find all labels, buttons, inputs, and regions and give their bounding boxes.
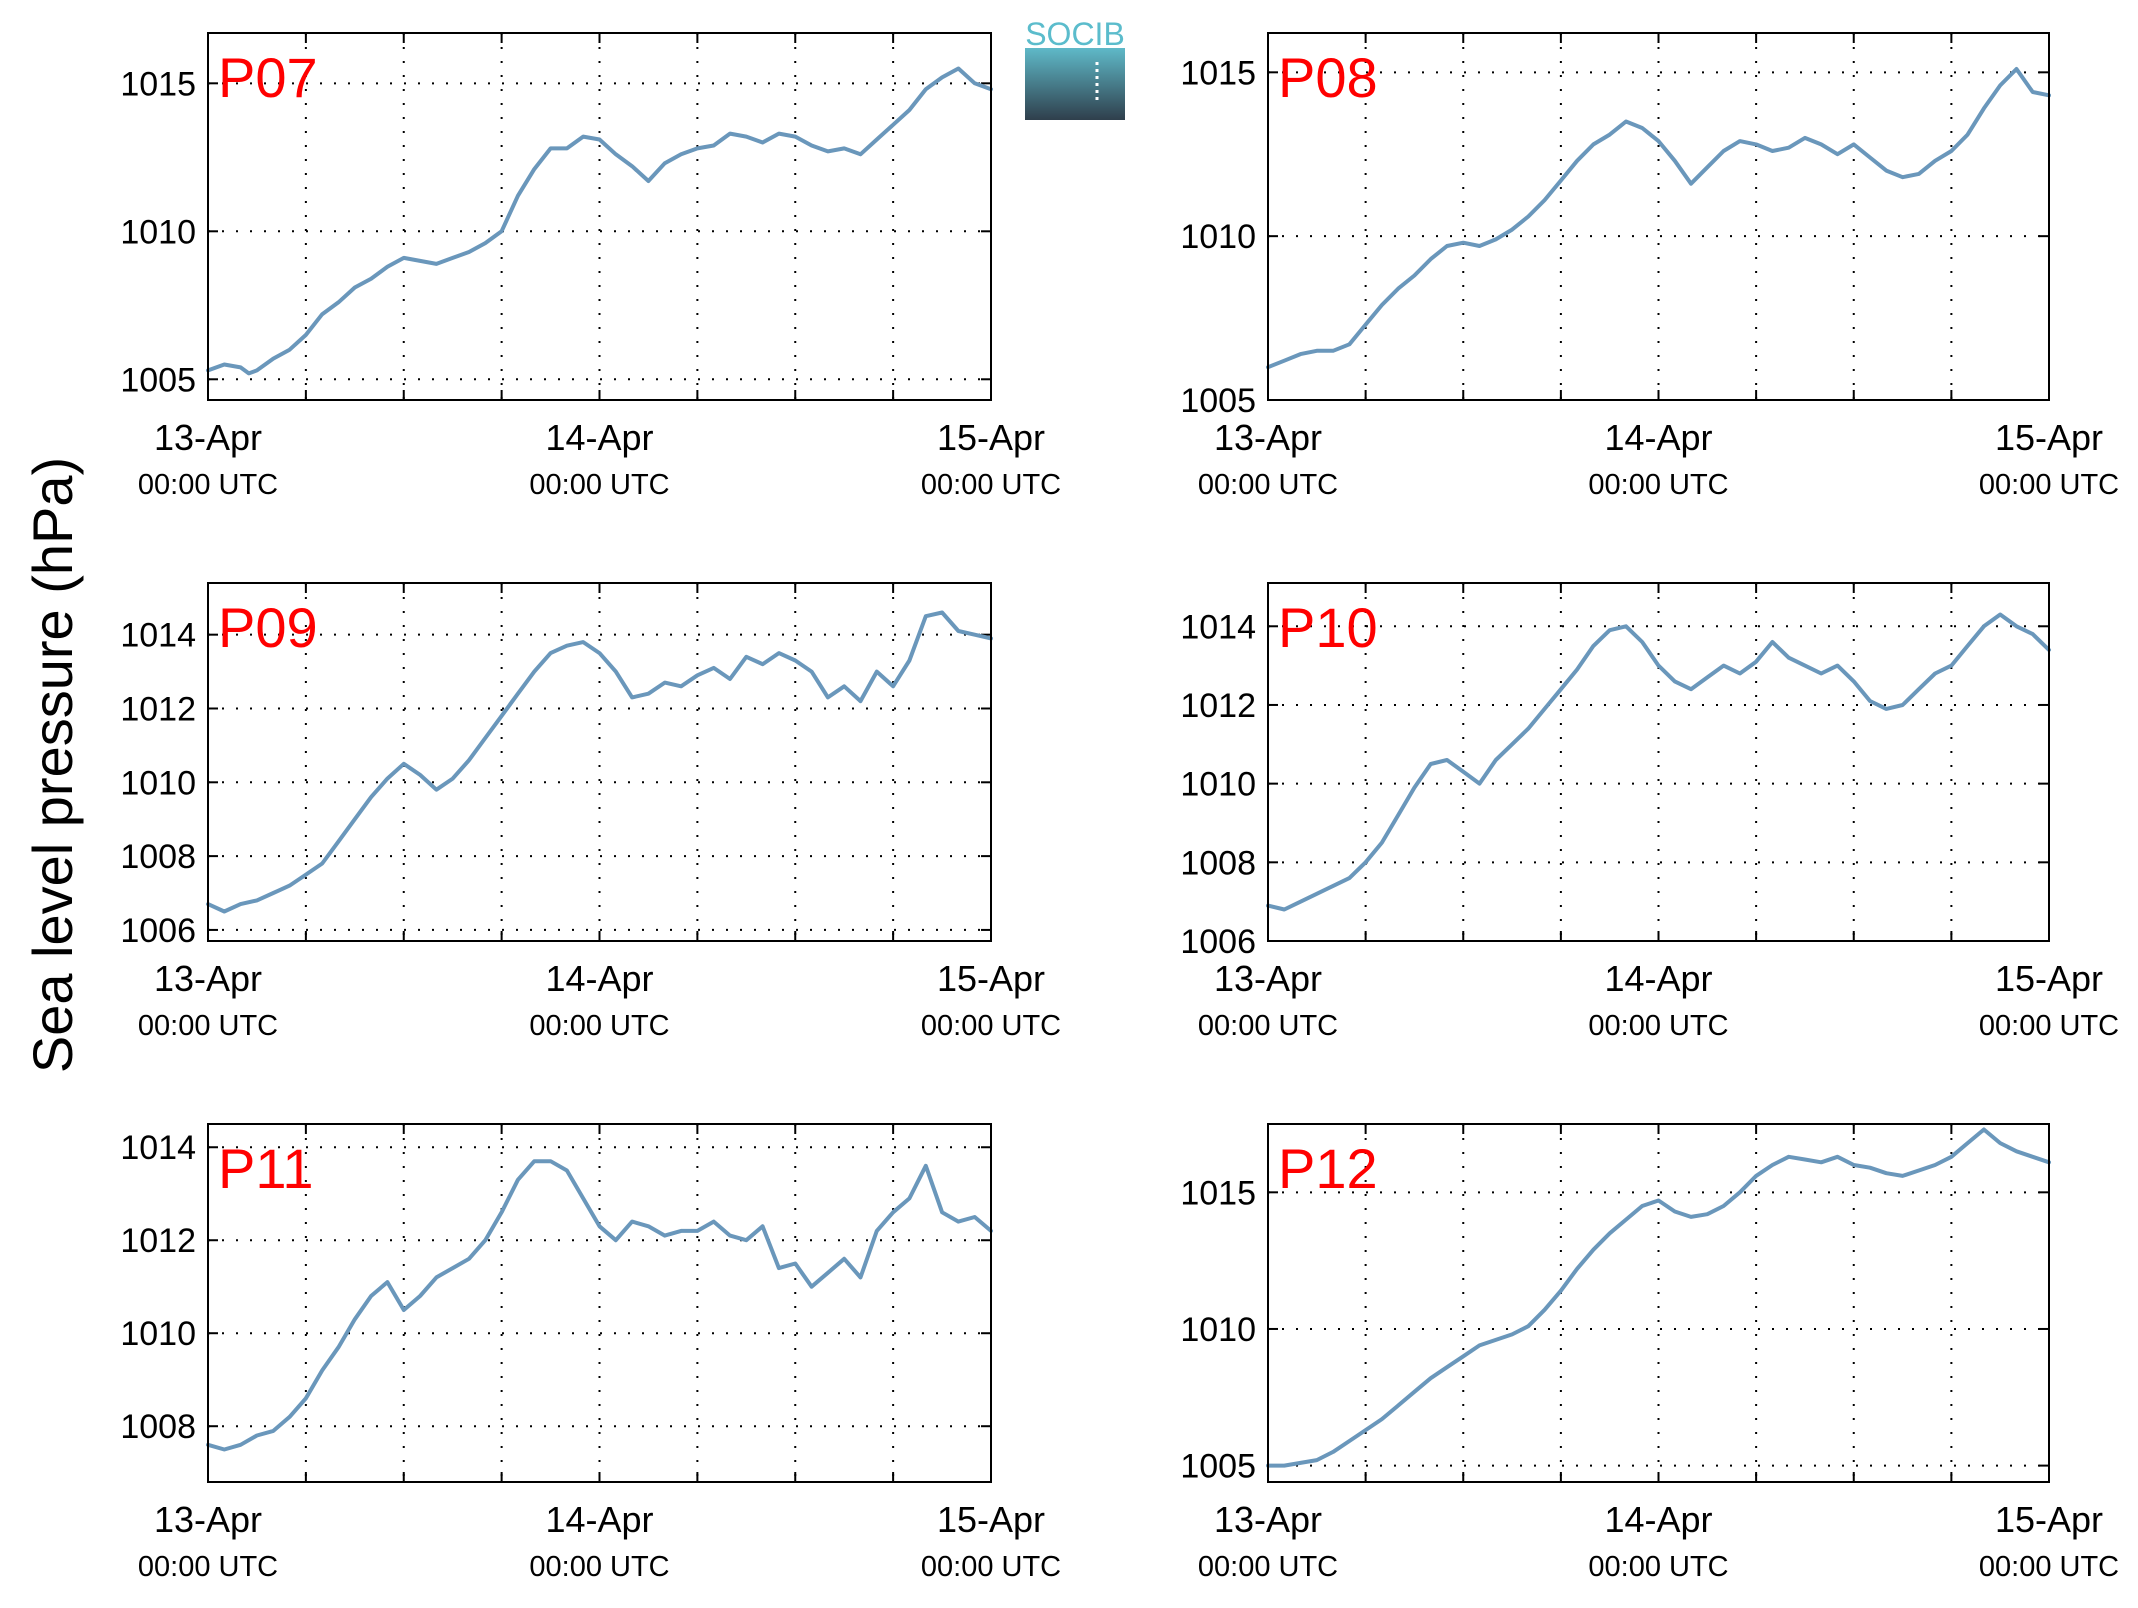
series-line-p11 <box>206 1159 993 1452</box>
x-tick-label-date: 15-Apr <box>937 1499 1045 1540</box>
x-tick-label-time: 00:00 UTC <box>138 1551 278 1583</box>
x-tick-label-time: 00:00 UTC <box>1979 1010 2119 1042</box>
x-tick-label-time: 00:00 UTC <box>138 1010 278 1042</box>
x-tick-label-time: 00:00 UTC <box>1588 1551 1728 1583</box>
x-tick-label-date: 14-Apr <box>545 417 653 458</box>
x-tick-label-date: 15-Apr <box>937 417 1045 458</box>
panel-p11: 1008 1010 1012 1014 13-Apr 00:00 UTC 14-Apr 00:… <box>120 1123 1061 1583</box>
series-line-p10 <box>1266 612 2051 912</box>
y-axis-label: Sea level pressure (hPa) <box>21 457 84 1073</box>
x-tick-label-time: 00:00 UTC <box>529 1551 669 1583</box>
panel-p10: 1006 1008 1010 1012 1014 13-Apr 00:00 UTC 14-Ap… <box>1180 582 2119 1042</box>
x-tick-label-time: 00:00 UTC <box>921 1010 1061 1042</box>
x-tick-label-time: 00:00 UTC <box>1198 1010 1338 1042</box>
y-tick-label: 1014 <box>1180 608 1256 646</box>
panels: 1005 1010 1015 13-Apr 00:00 UTC 14-Apr 00:00 U… <box>120 32 2119 1583</box>
y-tick-label: 1010 <box>120 764 196 802</box>
x-tick-label-date: 14-Apr <box>1604 1499 1712 1540</box>
station-label-p10: P10 <box>1278 596 1378 659</box>
y-tick-label: 1010 <box>1180 766 1256 804</box>
axes-frame <box>207 582 992 942</box>
y-tick-label: 1014 <box>120 617 196 655</box>
series-line-p08 <box>1266 67 2051 370</box>
panel-p09: 1006 1008 1010 1012 1014 13-Apr 00:00 UTC 14-Ap… <box>120 582 1061 1042</box>
y-tick-label: 1008 <box>120 838 196 876</box>
x-tick-label-time: 00:00 UTC <box>1198 1551 1338 1583</box>
station-label-p07: P07 <box>218 46 318 109</box>
station-label-p11: P11 <box>218 1137 313 1200</box>
y-tick-label: 1006 <box>120 912 196 950</box>
y-tick-label: 1008 <box>1180 844 1256 882</box>
y-tick-label: 1010 <box>1180 1311 1256 1349</box>
y-tick-label: 1005 <box>1180 382 1256 420</box>
y-tick-label: 1015 <box>120 65 196 103</box>
x-tick-label-date: 15-Apr <box>1995 958 2103 999</box>
series-line-p09 <box>206 610 993 914</box>
x-tick-label-time: 00:00 UTC <box>921 1551 1061 1583</box>
y-tick-label: 1005 <box>120 361 196 399</box>
x-tick-label-time: 00:00 UTC <box>1588 1010 1728 1042</box>
x-tick-label-date: 15-Apr <box>937 958 1045 999</box>
station-label-p08: P08 <box>1278 46 1378 109</box>
station-label-p09: P09 <box>218 596 318 659</box>
x-tick-label-date: 13-Apr <box>154 958 262 999</box>
x-tick-label-date: 13-Apr <box>154 417 262 458</box>
x-tick-label-date: 14-Apr <box>545 958 653 999</box>
panel-p07: 1005 1010 1015 13-Apr 00:00 UTC 14-Apr 00:00 U… <box>120 32 1061 501</box>
axes-frame <box>1267 1123 2050 1483</box>
y-tick-label: 1010 <box>1180 218 1256 256</box>
axes-frame <box>1267 582 2050 942</box>
x-tick-label-date: 14-Apr <box>1604 958 1712 999</box>
socib-logo-text: SOCIB <box>1025 16 1125 52</box>
x-tick-label-date: 15-Apr <box>1995 417 2103 458</box>
x-tick-label-time: 00:00 UTC <box>1588 469 1728 501</box>
x-tick-label-time: 00:00 UTC <box>921 469 1061 501</box>
x-tick-label-date: 13-Apr <box>1214 958 1322 999</box>
y-tick-label: 1010 <box>120 1315 196 1353</box>
x-tick-label-date: 13-Apr <box>154 1499 262 1540</box>
x-tick-label-date: 15-Apr <box>1995 1499 2103 1540</box>
y-tick-label: 1008 <box>120 1408 196 1446</box>
panel-p08: 1005 1010 1015 13-Apr 00:00 UTC 14-Apr 00:00 U… <box>1180 32 2119 501</box>
y-tick-label: 1015 <box>1180 54 1256 92</box>
y-tick-label: 1014 <box>120 1129 196 1167</box>
axes-frame <box>207 1123 992 1483</box>
y-tick-label: 1006 <box>1180 923 1256 961</box>
y-tick-label: 1005 <box>1180 1448 1256 1486</box>
station-label-p12: P12 <box>1278 1137 1378 1200</box>
y-tick-label: 1012 <box>1180 687 1256 725</box>
x-tick-label-date: 13-Apr <box>1214 1499 1322 1540</box>
series-line-p12 <box>1266 1127 2051 1468</box>
socib-logo: SOCIB <box>1025 16 1125 120</box>
x-tick-label-time: 00:00 UTC <box>1198 469 1338 501</box>
y-tick-label: 1012 <box>120 1222 196 1260</box>
axes-frame <box>1267 32 2050 401</box>
x-tick-label-time: 00:00 UTC <box>529 1010 669 1042</box>
axes-frame <box>207 32 992 401</box>
panel-p12: 1005 1010 1015 13-Apr 00:00 UTC 14-Apr 00:00 U… <box>1180 1123 2119 1583</box>
x-tick-label-time: 00:00 UTC <box>138 469 278 501</box>
x-tick-label-time: 00:00 UTC <box>1979 469 2119 501</box>
y-tick-label: 1010 <box>120 213 196 251</box>
x-tick-label-time: 00:00 UTC <box>1979 1551 2119 1583</box>
x-tick-label-time: 00:00 UTC <box>529 469 669 501</box>
series-line-p07 <box>206 66 993 376</box>
x-tick-label-date: 14-Apr <box>545 1499 653 1540</box>
y-tick-label: 1012 <box>120 690 196 728</box>
y-tick-label: 1015 <box>1180 1174 1256 1212</box>
socib-logo-block <box>1025 48 1125 120</box>
x-tick-label-date: 13-Apr <box>1214 417 1322 458</box>
x-tick-label-date: 14-Apr <box>1604 417 1712 458</box>
